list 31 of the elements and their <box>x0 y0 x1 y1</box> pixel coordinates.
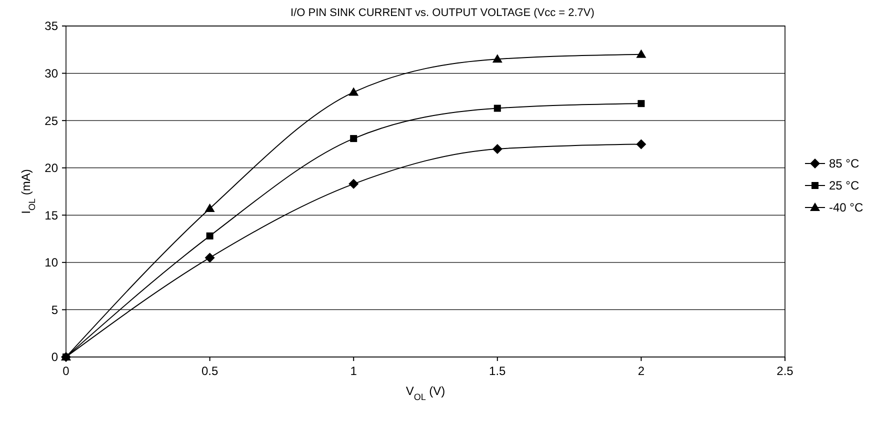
y-tick-label: 15 <box>44 208 58 222</box>
y-tick-label: 5 <box>51 302 58 317</box>
x-tick-label: 2.5 <box>776 364 794 378</box>
point <box>636 49 646 58</box>
y-tick-label: 20 <box>44 161 58 176</box>
x-tick-label: 1 <box>350 364 358 378</box>
y-tick-label: 30 <box>44 66 58 80</box>
chart-title: I/O PIN SINK CURRENT vs. OUTPUT VOLTAGE (Vcc = 2.7V) <box>290 7 594 19</box>
point <box>636 139 646 150</box>
y-tick-label: 35 <box>44 19 58 34</box>
point <box>492 144 502 154</box>
point <box>204 252 215 263</box>
x-axis-title: V$_{OL}$ (V) <box>406 384 446 402</box>
legend-label: -40 °C <box>829 200 864 215</box>
point <box>494 104 501 112</box>
point <box>638 100 645 108</box>
point <box>492 54 502 63</box>
legend-label: 85 °C <box>829 156 860 171</box>
y-tick-label: 10 <box>44 256 58 270</box>
legend-label: 25 °C <box>829 178 860 193</box>
y-tick-label: 25 <box>44 114 58 128</box>
point <box>350 135 358 142</box>
x-tick-label: 0 <box>62 364 70 378</box>
point <box>348 87 359 96</box>
point <box>206 232 214 240</box>
y-tick-label: 0 <box>51 350 58 364</box>
point <box>348 178 359 189</box>
x-tick-label: 1.5 <box>489 364 506 378</box>
point <box>204 204 215 212</box>
x-tick-label: 2 <box>638 364 645 378</box>
x-tick-label: 0.5 <box>201 364 218 378</box>
